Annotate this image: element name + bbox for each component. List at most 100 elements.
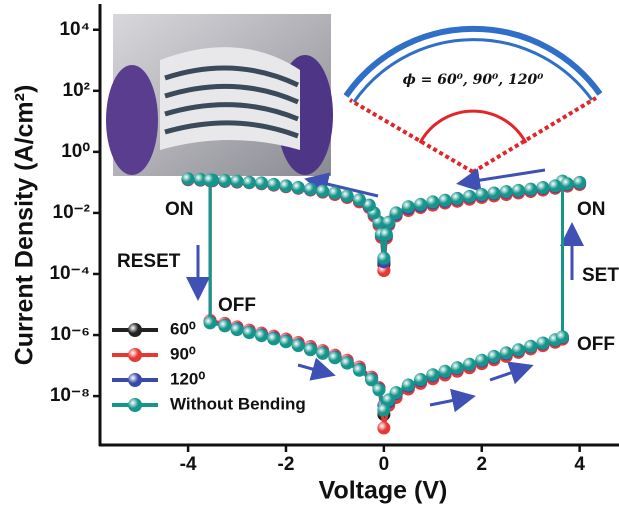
legend-label: 120⁰ — [170, 369, 205, 388]
data-point — [536, 181, 550, 195]
data-point — [536, 336, 550, 350]
legend-label: 60⁰ — [170, 319, 196, 338]
data-point — [389, 386, 403, 400]
annotation: RESET — [117, 251, 181, 272]
data-point — [438, 193, 452, 207]
data-point — [450, 361, 464, 375]
legend-label: 90⁰ — [170, 344, 196, 363]
data-point — [487, 349, 501, 363]
data-point — [377, 403, 391, 417]
data-point — [352, 363, 366, 377]
data-point — [499, 185, 513, 199]
x-axis-title: Voltage (V) — [319, 477, 448, 505]
data-point — [181, 172, 195, 186]
annotation: SET — [582, 265, 619, 286]
legend-marker — [128, 323, 142, 337]
data-point — [377, 421, 391, 435]
data-point — [382, 215, 396, 229]
data-point — [377, 251, 391, 265]
data-point — [475, 188, 489, 202]
data-point — [203, 316, 217, 330]
y-tick-label: 10⁻⁸ — [50, 385, 90, 406]
annotation: OFF — [218, 295, 256, 316]
data-point — [524, 182, 538, 196]
data-point — [362, 198, 376, 212]
data-point — [524, 339, 538, 353]
data-point — [401, 378, 415, 392]
data-point — [511, 343, 525, 357]
y-tick-label: 10² — [63, 80, 90, 101]
annotation: ϕ = 60⁰, 90⁰, 120⁰ — [403, 72, 544, 88]
data-point — [372, 383, 386, 397]
data-point — [242, 175, 256, 189]
data-point — [340, 189, 354, 203]
annotation: OFF — [577, 334, 615, 355]
data-point — [203, 173, 217, 187]
data-point — [291, 339, 305, 353]
data-point — [379, 227, 393, 241]
bending-diagram — [343, 25, 603, 174]
legend-marker — [128, 373, 142, 387]
data-point — [556, 330, 570, 344]
data-point — [291, 181, 305, 195]
data-point — [242, 326, 256, 340]
x-tick-label: 4 — [574, 454, 585, 475]
data-point — [560, 177, 574, 191]
data-point — [303, 182, 317, 196]
annotation: ON — [577, 199, 606, 220]
data-point — [401, 200, 415, 214]
data-point — [426, 195, 440, 209]
data-point — [438, 364, 452, 378]
series-line — [188, 177, 580, 408]
data-point — [316, 184, 330, 198]
data-point — [389, 206, 403, 220]
data-point — [450, 191, 464, 205]
data-point — [328, 186, 342, 200]
data-point — [230, 323, 244, 337]
data-point — [463, 189, 477, 203]
data-point — [279, 179, 293, 193]
legend-marker — [128, 398, 142, 412]
data-point — [463, 357, 477, 371]
data-point — [193, 172, 207, 186]
y-tick-label: 10⁻² — [53, 202, 91, 223]
x-tick-label: 2 — [476, 454, 487, 475]
inset-photo — [106, 14, 333, 176]
arrows — [186, 168, 584, 413]
data-point — [230, 174, 244, 188]
data-point — [316, 346, 330, 360]
x-tick-label: -4 — [180, 454, 197, 475]
y-tick-label: 10⁴ — [59, 19, 90, 40]
data-point — [352, 193, 366, 207]
x-tick-label: -2 — [278, 454, 295, 475]
data-point — [328, 351, 342, 365]
data-point — [426, 368, 440, 382]
data-point — [499, 346, 513, 360]
legend-marker — [128, 348, 142, 362]
data-point — [340, 356, 354, 370]
annotation: ON — [165, 199, 194, 220]
data-point — [414, 197, 428, 211]
data-point — [218, 174, 232, 188]
y-tick-label: 10⁻⁶ — [50, 324, 90, 345]
x-tick-label: 0 — [379, 454, 390, 475]
data-point — [255, 329, 269, 343]
data-point — [267, 177, 281, 191]
data-point — [475, 353, 489, 367]
data-point — [365, 373, 379, 387]
data-point — [303, 343, 317, 357]
data-point — [573, 175, 587, 189]
data-point — [255, 176, 269, 190]
data-point — [487, 186, 501, 200]
legend-label: Without Bending — [170, 394, 306, 413]
y-tick-label: 10⁰ — [61, 141, 90, 162]
data-point — [511, 183, 525, 197]
data-point — [267, 332, 281, 346]
data-point — [414, 372, 428, 386]
y-tick-label: 10⁻⁴ — [49, 263, 90, 284]
y-axis-title: Current Density (A/cm²) — [11, 85, 39, 366]
data-point — [548, 179, 562, 193]
data-point — [279, 335, 293, 349]
data-point — [218, 319, 232, 333]
